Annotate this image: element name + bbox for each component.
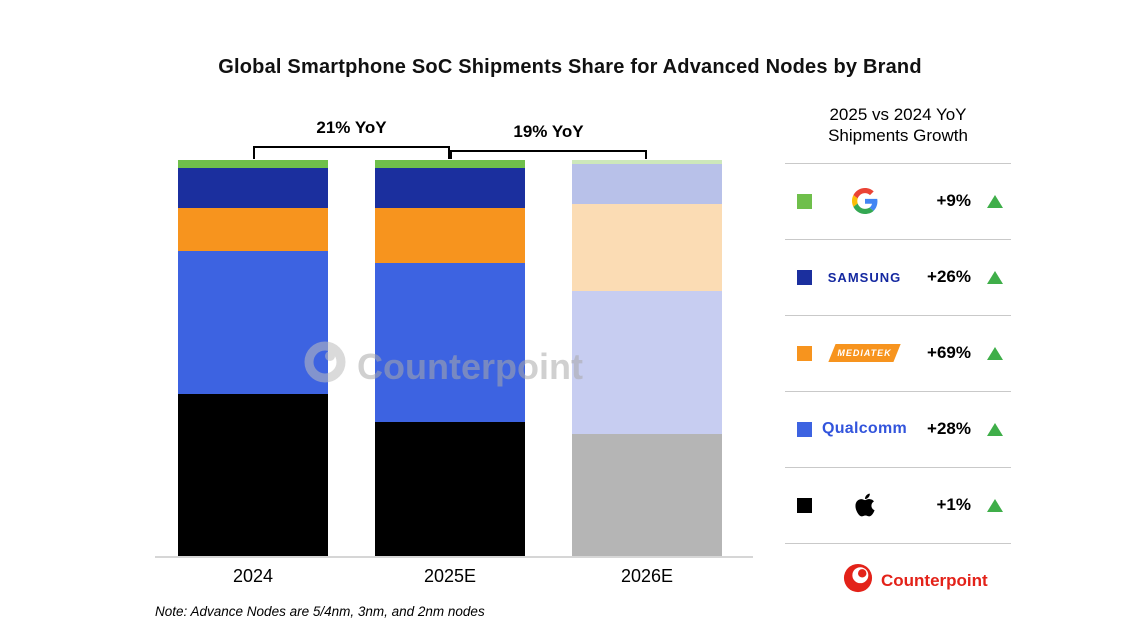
mediatek-growth-value: +69% (927, 343, 971, 362)
yoy-annotation-2025-2026: 19% YoY (513, 122, 584, 141)
counterpoint-logo-icon (843, 563, 873, 598)
apple-swatch (797, 497, 812, 513)
bar-segment-mediatek-2026e (572, 203, 722, 292)
bracket-2025-2026 (450, 150, 647, 159)
qualcomm-growth-value: +28% (927, 419, 971, 438)
bar-segment-samsung-2025e (375, 167, 525, 208)
bracket-2024-2025 (253, 146, 450, 159)
legend-panel-title: 2025 vs 2024 YoY Shipments Growth (785, 104, 1011, 147)
counterpoint-logo: Counterpoint (843, 563, 988, 598)
bar-segment-google-2024 (178, 160, 328, 168)
apple-logo-icon (812, 492, 917, 518)
bar-segment-qualcomm-2024 (178, 251, 328, 395)
bar-segment-apple-2024 (178, 394, 328, 557)
stacked-bar-chart (155, 160, 755, 557)
qualcomm-swatch (797, 421, 812, 437)
bar-segment-mediatek-2024 (178, 207, 328, 252)
mediatek-logo: MEDIATEK (812, 344, 917, 362)
bar-segment-samsung-2024 (178, 167, 328, 208)
legend-title-line1: 2025 vs 2024 YoY (829, 105, 967, 124)
up-triangle-icon (987, 194, 1003, 208)
bar-segment-google-2025e (375, 160, 525, 168)
bar-2026e (572, 160, 722, 557)
google-growth-value: +9% (936, 191, 972, 210)
up-triangle-icon (987, 498, 1003, 512)
counterpoint-brand-text: Counterpoint (881, 570, 988, 590)
google-swatch (797, 193, 812, 209)
page-title: Global Smartphone SoC Shipments Share fo… (218, 56, 922, 78)
x-label-2024: 2024 (232, 566, 274, 586)
legend-row-mediatek: MEDIATEK +69% (785, 316, 1011, 392)
legend-row-samsung: SAMSUNG +26% (785, 240, 1011, 316)
x-axis-line (155, 556, 753, 558)
legend-row-apple: +1% (785, 468, 1011, 544)
samsung-growth-value: +26% (927, 267, 971, 286)
bar-2025e (375, 160, 525, 557)
up-triangle-icon (987, 422, 1003, 436)
footnote: Note: Advance Nodes are 5/4nm, 3nm, and … (155, 604, 485, 619)
legend-title-line2: Shipments Growth (828, 126, 968, 146)
up-triangle-icon (987, 270, 1003, 284)
bar-segment-google-2026e (572, 160, 722, 165)
up-triangle-icon (987, 346, 1003, 360)
samsung-logo: SAMSUNG (827, 269, 902, 285)
x-label-2025e: 2025E (423, 566, 477, 586)
bar-segment-qualcomm-2026e (572, 291, 722, 434)
apple-growth-value: +1% (936, 495, 972, 514)
bar-2024 (178, 160, 328, 557)
google-logo-icon (812, 188, 917, 214)
mediatek-swatch (797, 345, 812, 361)
legend-row-google: +9% (785, 164, 1011, 240)
legend-panel: 2025 vs 2024 YoY Shipments Growth +9% (785, 104, 1011, 544)
yoy-annotation-2024-2025: 21% YoY (316, 118, 387, 137)
bar-segment-apple-2025e (375, 422, 525, 557)
bar-segment-apple-2026e (572, 433, 722, 557)
bar-segment-qualcomm-2025e (375, 263, 525, 423)
qualcomm-logo: Qualcomm (821, 420, 908, 437)
bar-segment-samsung-2026e (572, 164, 722, 204)
legend-rows: +9% SAMSUNG +26% MEDIATEK +69% (785, 162, 1011, 544)
samsung-swatch (797, 269, 812, 285)
x-label-2026e: 2026E (620, 566, 674, 586)
bar-segment-mediatek-2025e (375, 207, 525, 264)
legend-row-qualcomm: Qualcomm +28% (785, 392, 1011, 468)
